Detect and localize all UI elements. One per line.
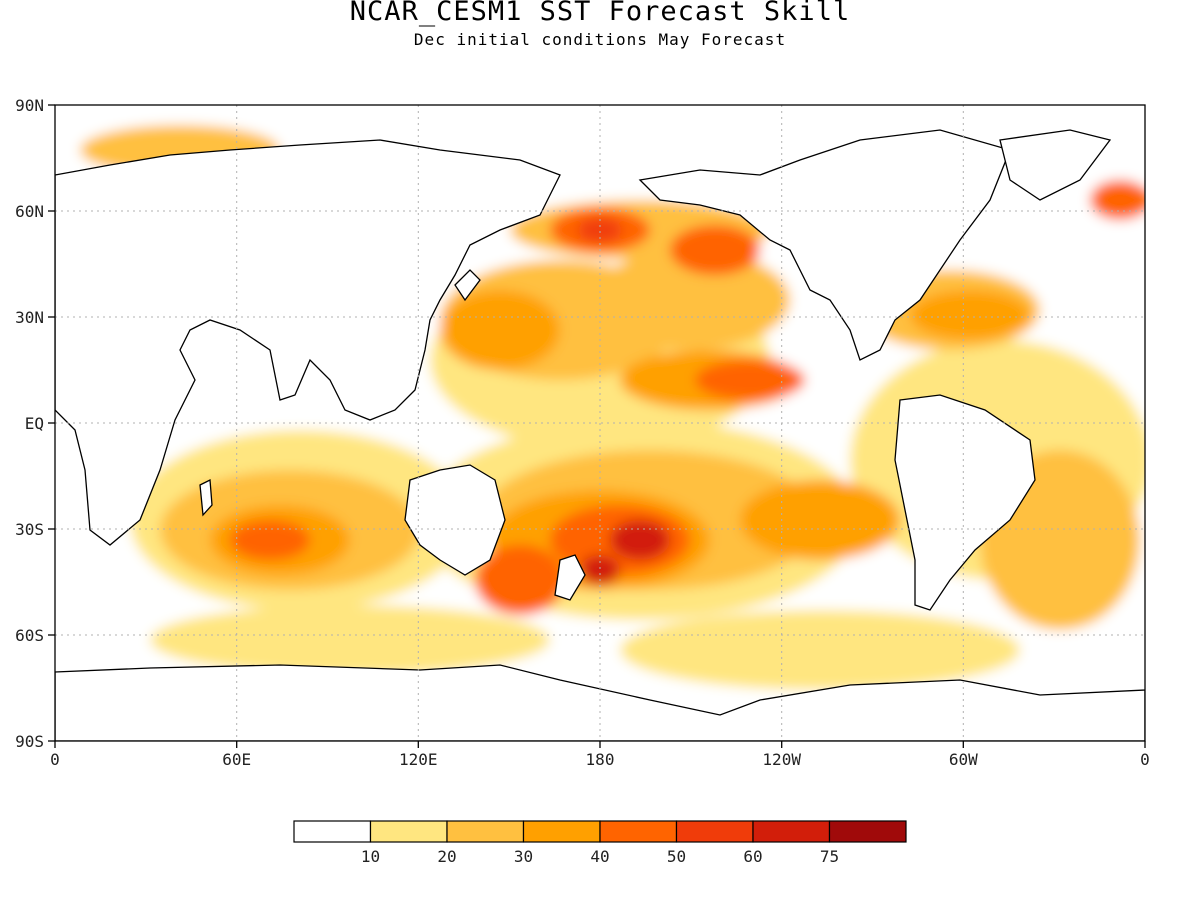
south-america-landmass xyxy=(894,394,1036,611)
colorbar-swatch-4 xyxy=(599,820,678,843)
y-axis-labels: 90N 60N 30N EQ 30S 60S 90S xyxy=(15,96,44,751)
y-tick-label: 30S xyxy=(15,520,44,539)
map-plot-area xyxy=(55,105,1145,741)
colorbar-label: 60 xyxy=(743,847,762,866)
japan-landmass xyxy=(454,269,481,302)
australia-landmass xyxy=(404,464,506,576)
x-tick-label: 60W xyxy=(949,750,978,769)
x-axis-labels: 0 60E 120E 180 120W 60W 0 xyxy=(50,750,1150,769)
colorbar-label: 40 xyxy=(590,847,609,866)
colorbar-label: 30 xyxy=(514,847,533,866)
colorbar-swatch-7 xyxy=(828,820,907,843)
madagascar-landmass xyxy=(199,478,213,517)
greenland-landmass xyxy=(999,129,1112,201)
colorbar: 10 20 30 40 50 60 75 xyxy=(293,820,907,866)
x-tick-label: 60E xyxy=(222,750,251,769)
tick-marks xyxy=(48,104,1146,748)
colorbar-label: 50 xyxy=(667,847,686,866)
antarctica-landmass xyxy=(55,664,1145,741)
north-america-landmass xyxy=(638,129,1011,361)
x-tick-label: 0 xyxy=(50,750,60,769)
colorbar-swatch-6 xyxy=(752,820,831,843)
colorbar-swatch-1 xyxy=(369,820,448,843)
y-tick-label: 60S xyxy=(15,626,44,645)
x-tick-label: 120E xyxy=(399,750,438,769)
new-zealand-landmass xyxy=(554,554,586,601)
y-tick-label: EQ xyxy=(25,414,44,433)
gridlines xyxy=(55,105,1145,741)
colorbar-swatch-2 xyxy=(446,820,525,843)
y-tick-label: 30N xyxy=(15,308,44,327)
map-subtitle: Dec initial conditions May Forecast xyxy=(413,30,787,49)
land-masses xyxy=(55,129,1145,741)
colorbar-label: 20 xyxy=(437,847,456,866)
colorbar-swatch-3 xyxy=(522,820,601,843)
y-tick-label: 90S xyxy=(15,732,44,751)
colorbar-label: 75 xyxy=(820,847,839,866)
colorbar-swatch-0 xyxy=(293,820,372,843)
x-tick-label: 0 xyxy=(1140,750,1150,769)
y-tick-label: 60N xyxy=(15,202,44,221)
eurasia-africa-landmass xyxy=(55,139,561,546)
y-tick-label: 90N xyxy=(15,96,44,115)
map-title: NCAR_CESM1 SST Forecast Skill xyxy=(349,0,851,27)
x-tick-label: 120W xyxy=(762,750,801,769)
x-tick-label: 180 xyxy=(586,750,615,769)
colorbar-label: 10 xyxy=(361,847,380,866)
colorbar-swatch-5 xyxy=(675,820,754,843)
